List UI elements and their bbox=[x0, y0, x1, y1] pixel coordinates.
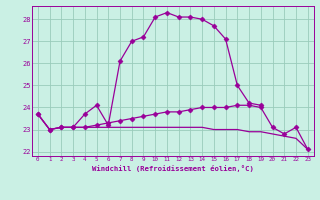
X-axis label: Windchill (Refroidissement éolien,°C): Windchill (Refroidissement éolien,°C) bbox=[92, 165, 254, 172]
